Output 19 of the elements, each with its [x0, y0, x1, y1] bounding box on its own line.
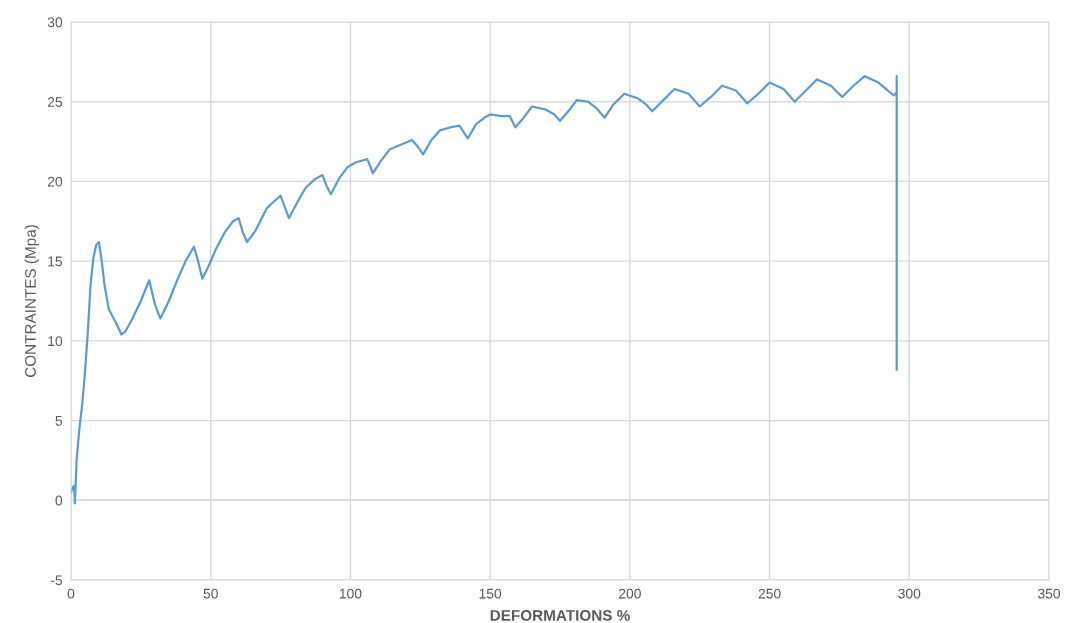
x-tick-label: 0: [67, 588, 75, 599]
x-tick-label: 300: [898, 588, 921, 599]
y-tick-label: 20: [47, 176, 63, 187]
y-axis-title: CONTRAINTES (Mpa): [24, 225, 39, 378]
y-tick-label: 10: [48, 336, 63, 347]
y-tick-label: 25: [47, 97, 63, 107]
x-tick-label: 50: [203, 588, 218, 599]
x-tick-label: 200: [618, 588, 641, 599]
x-tick-label: 350: [1037, 588, 1061, 599]
y-tick-label: 30: [47, 17, 63, 28]
x-tick-label: 100: [339, 588, 362, 599]
y-tick-label: 15: [48, 256, 63, 267]
y-tick-label: 0: [55, 495, 63, 506]
x-tick-label: 250: [758, 588, 781, 599]
line-series: [71, 75, 898, 505]
x-tick-label: 150: [479, 588, 502, 599]
x-axis-title: DEFORMATIONS %: [490, 610, 630, 621]
y-tick-label: 5: [55, 416, 63, 426]
y-tick-label: -5: [50, 575, 63, 586]
